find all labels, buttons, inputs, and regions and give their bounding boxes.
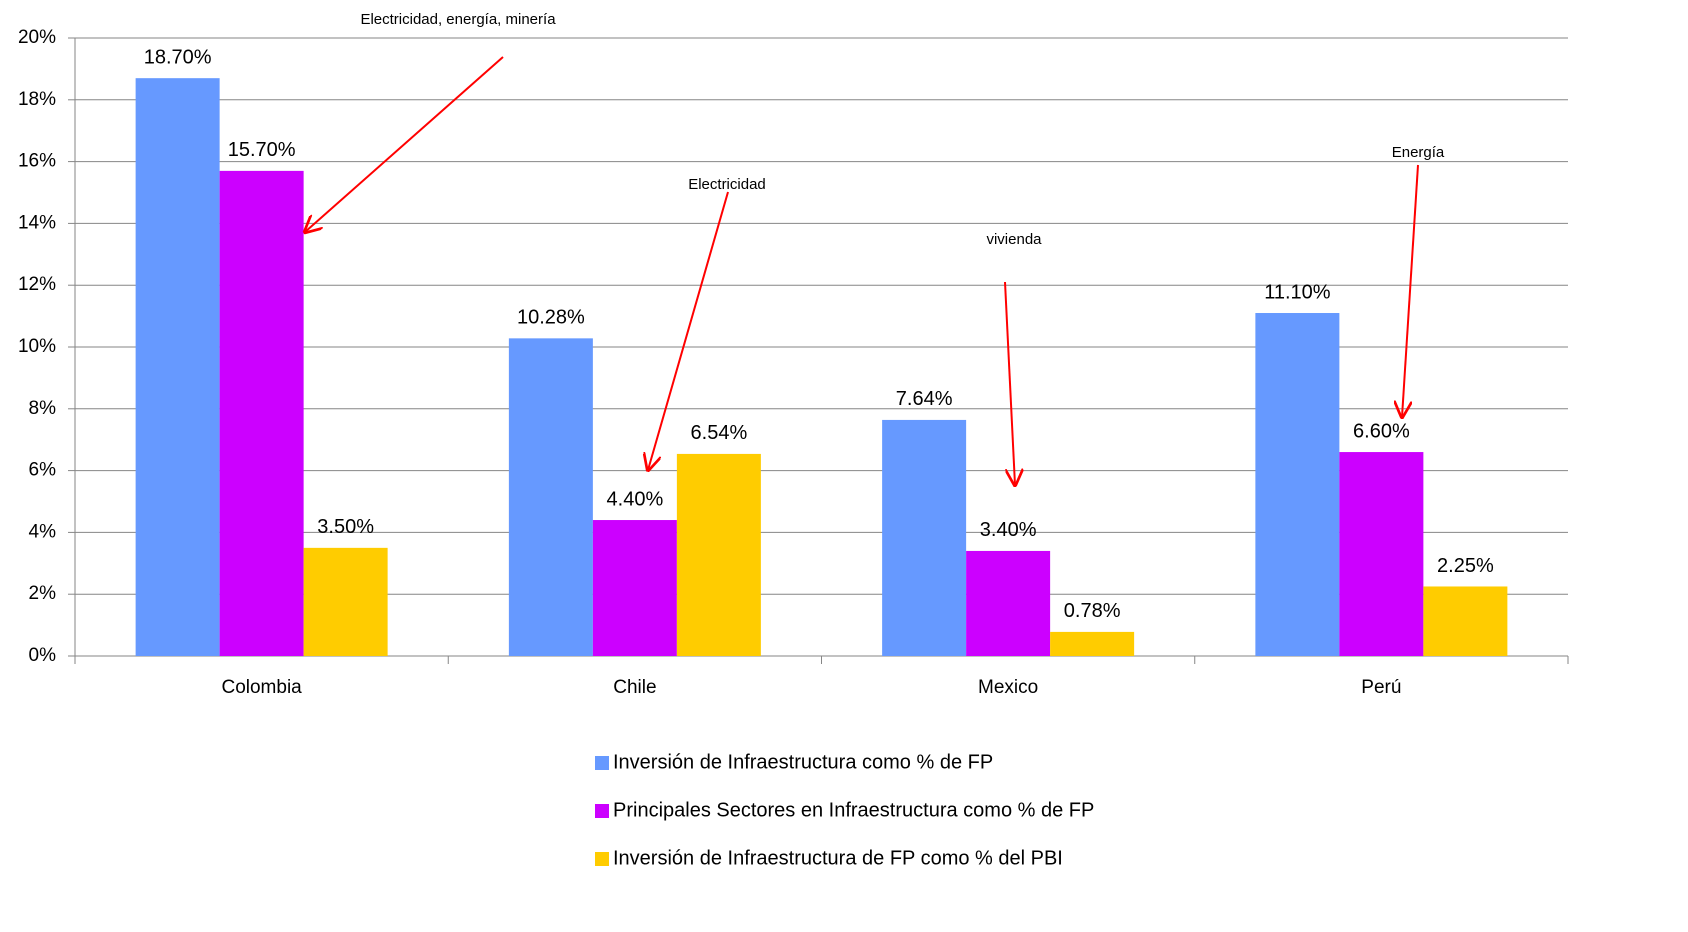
bar bbox=[676, 453, 761, 656]
arrow bbox=[1402, 164, 1419, 417]
legend-swatch bbox=[595, 756, 609, 770]
value-label: 6.54% bbox=[691, 422, 748, 444]
legend-swatch bbox=[595, 804, 609, 818]
bar bbox=[1339, 452, 1424, 656]
value-label: 3.50% bbox=[317, 516, 374, 538]
annotation: Energía bbox=[1392, 144, 1445, 161]
value-label: 4.40% bbox=[607, 488, 664, 510]
bar bbox=[303, 547, 388, 656]
value-label: 10.28% bbox=[517, 307, 585, 329]
value-label: 2.25% bbox=[1437, 555, 1494, 577]
bar bbox=[966, 550, 1051, 656]
value-label: 3.40% bbox=[980, 519, 1037, 541]
bar bbox=[1423, 586, 1508, 656]
legend-label: Inversión de Infraestructura de FP como … bbox=[613, 847, 1063, 869]
x-tick-label: Mexico bbox=[978, 677, 1038, 698]
x-tick-label: Perú bbox=[1361, 677, 1401, 698]
y-tick-label: 4% bbox=[29, 521, 57, 542]
y-tick-label: 10% bbox=[18, 336, 56, 357]
bar bbox=[1050, 631, 1135, 656]
arrow bbox=[305, 56, 504, 232]
annotation: vivienda bbox=[986, 231, 1042, 248]
x-tick-label: Colombia bbox=[221, 677, 302, 698]
annotation: Electricidad bbox=[688, 176, 766, 193]
annotation-arrows bbox=[305, 56, 1419, 485]
value-label: 0.78% bbox=[1064, 600, 1121, 622]
value-label: 7.64% bbox=[896, 388, 953, 410]
y-tick-label: 8% bbox=[29, 398, 57, 419]
y-tick-label: 16% bbox=[18, 151, 56, 172]
bars bbox=[135, 78, 1508, 657]
value-label: 15.70% bbox=[228, 139, 296, 161]
y-tick-label: 20% bbox=[18, 27, 56, 48]
arrow bbox=[1004, 281, 1015, 485]
bar bbox=[508, 338, 593, 656]
legend-swatch bbox=[595, 852, 609, 866]
y-tick-label: 12% bbox=[18, 274, 56, 295]
legend-label: Inversión de Infraestructura como % de F… bbox=[613, 751, 993, 773]
legend-label: Principales Sectores en Infraestructura … bbox=[613, 799, 1094, 821]
annotation: Electricidad, energía, minería bbox=[360, 11, 556, 28]
bar bbox=[135, 78, 220, 657]
value-label: 6.60% bbox=[1353, 420, 1410, 442]
value-label: 11.10% bbox=[1264, 281, 1331, 303]
y-tick-label: 2% bbox=[29, 583, 57, 604]
arrow bbox=[648, 191, 729, 470]
bar bbox=[219, 170, 304, 656]
bar bbox=[592, 520, 677, 656]
bar bbox=[882, 419, 967, 656]
y-tick-label: 0% bbox=[29, 645, 57, 666]
y-tick-label: 6% bbox=[29, 460, 57, 481]
bar bbox=[1255, 313, 1340, 656]
value-label: 18.70% bbox=[144, 46, 212, 68]
y-tick-label: 14% bbox=[18, 212, 56, 233]
x-tick-label: Chile bbox=[613, 677, 656, 698]
y-tick-label: 18% bbox=[18, 89, 56, 110]
